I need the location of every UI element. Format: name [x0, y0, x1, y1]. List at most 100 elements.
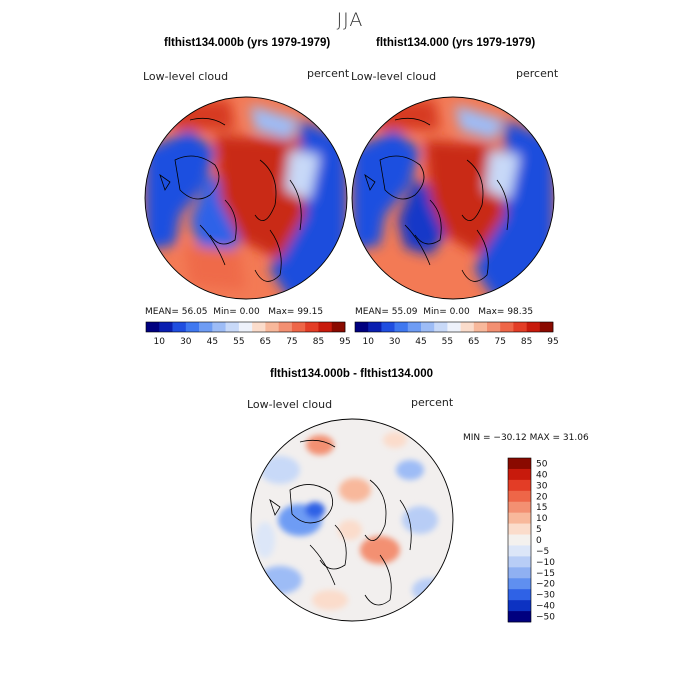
panel-2-title: flthist134.000 (yrs 1979-1979)	[376, 37, 536, 49]
panel-1-stats: MEAN= 56.05 Min= 0.00 Max= 99.15	[145, 307, 323, 317]
colorbar-tick-label: 10	[536, 514, 548, 524]
colorbar-swatch	[508, 501, 531, 513]
colorbar-swatch	[172, 322, 187, 332]
colorbar-swatch	[539, 322, 554, 332]
colorbar-tick-label: 55	[442, 337, 453, 347]
colorbar-swatch	[508, 534, 531, 546]
colorbar-swatch	[421, 322, 435, 332]
panel-2-mean-label: MEAN=	[355, 307, 389, 317]
colorbar-tick-label: 65	[260, 337, 271, 347]
panel-1-mean-value: 56.05	[181, 307, 208, 317]
colorbar-tick-label: 55	[233, 337, 244, 347]
colorbar-tick-label: 95	[339, 337, 350, 347]
map-1-coastlines	[159, 117, 302, 282]
colorbar-tick-label: 5	[536, 525, 542, 535]
colorbar-tick-label: −30	[536, 591, 555, 601]
panel-2-max-label: Max=	[478, 307, 505, 317]
panel-3-variable-label: Low-level cloud	[247, 398, 333, 411]
colorbar-swatch	[278, 322, 293, 332]
colorbar-tick-label: 75	[286, 337, 297, 347]
colorbar-swatch	[291, 322, 306, 332]
panel-1-variable-label: Low-level cloud	[143, 70, 229, 83]
colorbar-swatch	[434, 322, 448, 332]
colorbar-swatch	[526, 322, 541, 332]
map-1-cloud-field	[145, 97, 347, 299]
colorbar-swatch	[381, 322, 395, 332]
colorbar-tick-label: 30	[389, 337, 401, 347]
panel-2-stats: MEAN= 55.09 Min= 0.00 Max= 98.35	[355, 307, 533, 317]
colorbar-tick-label: 20	[536, 492, 548, 502]
colorbar-swatch	[508, 556, 531, 568]
colorbar-tick-label: 30	[180, 337, 192, 347]
colorbar-swatch	[355, 322, 369, 332]
map-panel-2	[351, 96, 555, 300]
colorbar-frame	[507, 457, 532, 623]
colorbar-swatch	[238, 322, 253, 332]
colorbar-swatch	[460, 322, 475, 332]
colorbar-tick-label: 50	[536, 459, 548, 469]
colorbar-frame	[145, 321, 346, 333]
colorbar-swatch	[487, 322, 501, 332]
colorbar-tick-label: −20	[536, 580, 555, 590]
map-3-coastlines	[269, 439, 412, 606]
colorbar-swatch	[146, 322, 160, 332]
colorbar-swatch	[252, 322, 266, 332]
colorbar-tick-label: −50	[536, 613, 555, 623]
colorbar-swatch	[447, 322, 461, 332]
colorbar-panel-1: 10 30 45 55 65 75 85 95	[145, 321, 351, 347]
colorbar-swatch	[508, 479, 531, 492]
panel-1-units-label: percent	[307, 67, 350, 80]
panel-3-title: flthist134.000b - flthist134.000	[270, 368, 433, 380]
colorbar-tick-label: 75	[494, 337, 505, 347]
colorbar-swatch	[212, 322, 226, 332]
panel-2-min-label: Min=	[423, 307, 447, 317]
colorbar-tick-label: 85	[521, 337, 532, 347]
panel-3-units-label: percent	[411, 396, 454, 409]
panel-3-min-max-stats: MIN = −30.12 MAX = 31.06	[463, 433, 589, 443]
colorbar-tick-label: 30	[536, 481, 548, 491]
map-2-coastlines	[364, 117, 509, 282]
colorbar-tick-label: 65	[468, 337, 479, 347]
colorbar-swatch	[508, 589, 531, 601]
colorbar-tick-label: 10	[154, 337, 166, 347]
panel-1-min-value: 0.00	[239, 307, 260, 317]
colorbar-tick-label: 40	[536, 470, 548, 480]
colorbar-swatch	[159, 322, 173, 332]
colorbar-swatch	[508, 512, 531, 524]
colorbar-tick-label: 85	[313, 337, 324, 347]
colorbar-swatch	[394, 322, 409, 332]
colorbar-swatch	[331, 322, 346, 332]
panel-2-min-value: 0.00	[449, 307, 470, 317]
map-3-difference-field	[251, 419, 453, 621]
colorbar-tick-label: −10	[536, 558, 555, 568]
panel-2-max-value: 98.35	[507, 307, 534, 317]
colorbar-swatch	[265, 322, 279, 332]
panel-2-variable-label: Low-level cloud	[351, 70, 437, 83]
colorbar-swatch	[513, 322, 527, 332]
colorbar-swatch	[508, 545, 531, 557]
colorbar-swatch	[473, 322, 488, 332]
colorbar-swatch	[508, 490, 531, 503]
colorbar-tick-label: 45	[415, 337, 426, 347]
colorbar-swatch	[407, 322, 422, 332]
colorbar-tick-label: 0	[536, 536, 542, 546]
colorbar-tick-label: 45	[207, 337, 218, 347]
map-2-boundary	[351, 96, 555, 300]
panel-1-title: flthist134.000b (yrs 1979-1979)	[164, 37, 331, 49]
panel-1-mean-label: MEAN=	[145, 307, 179, 317]
colorbar-swatch	[508, 578, 531, 590]
colorbar-swatch	[185, 322, 200, 332]
colorbar-tick-label: 10	[362, 337, 374, 347]
colorbar-swatch	[508, 567, 531, 579]
panel-1-min-label: Min=	[213, 307, 237, 317]
colorbar-swatch	[500, 322, 514, 332]
figure-title: JJA	[336, 9, 364, 31]
colorbar-swatch	[508, 523, 531, 535]
map-2-cloud-field	[352, 97, 554, 299]
panel-2-mean-value: 55.09	[391, 307, 418, 317]
colorbar-panel-2: 10 30 45 55 65 75 85 95	[354, 321, 559, 347]
map-panel-3	[250, 418, 454, 622]
panel-2-units-label: percent	[516, 67, 559, 80]
colorbar-tick-label: −40	[536, 602, 555, 612]
